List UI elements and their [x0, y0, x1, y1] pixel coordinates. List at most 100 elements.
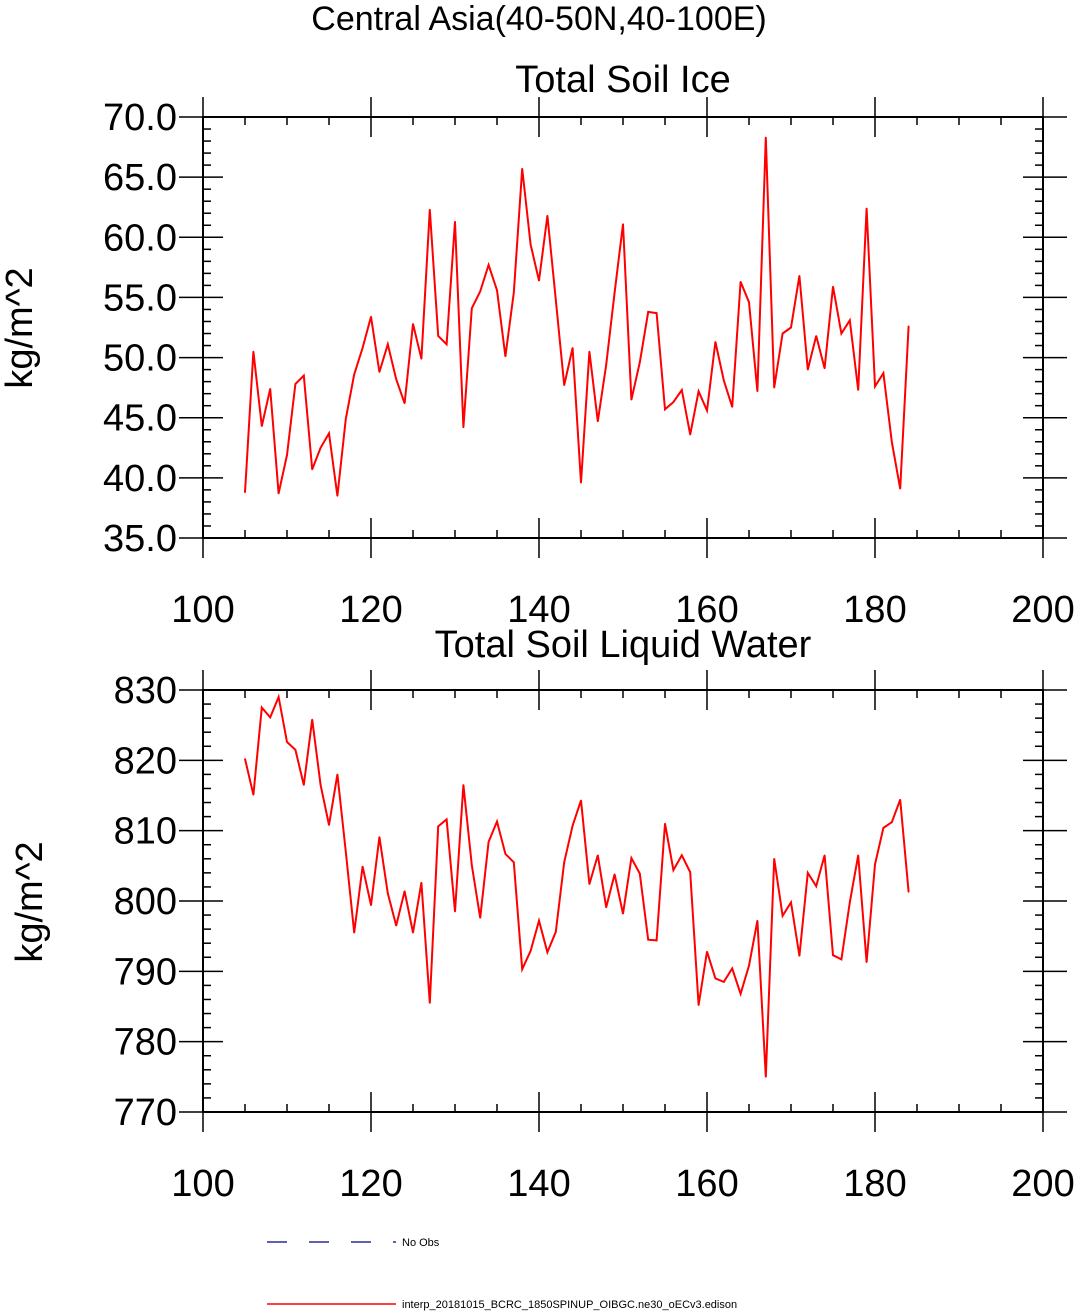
data-point — [865, 207, 868, 210]
data-point — [529, 243, 532, 246]
data-point — [790, 901, 792, 904]
data-point — [269, 716, 272, 719]
data-point — [630, 398, 633, 401]
data-point — [353, 931, 356, 934]
data-point — [311, 718, 314, 721]
x-tick-label: 100 — [171, 1163, 234, 1205]
data-point — [597, 854, 599, 857]
y-tick-label: 780 — [114, 1022, 177, 1064]
data-point — [319, 446, 322, 449]
panel-title: Total Soil Liquid Water — [435, 624, 812, 666]
data-point — [790, 326, 792, 329]
data-point — [437, 335, 440, 337]
legend-label: No Obs — [402, 1237, 440, 1249]
data-point — [731, 967, 733, 970]
data-point — [865, 961, 868, 963]
data-point — [429, 1002, 431, 1004]
data-point — [546, 951, 549, 954]
legend-label: interp_20181015_BCRC_1850SPINUP_OIBGC.ne… — [402, 1299, 737, 1311]
y-tick-label: 770 — [114, 1092, 177, 1134]
data-point — [731, 406, 733, 408]
data-point — [563, 861, 565, 864]
data-point — [849, 901, 851, 904]
data-point — [395, 924, 398, 927]
data-point — [580, 799, 582, 802]
data-point — [513, 861, 515, 864]
data-point — [487, 264, 490, 266]
data-point — [697, 390, 700, 393]
data-point — [513, 291, 515, 294]
data-point — [630, 857, 633, 859]
y-tick-label: 40.0 — [103, 458, 177, 500]
data-point — [891, 821, 893, 824]
data-point — [571, 824, 574, 827]
data-point — [739, 993, 742, 995]
data-point — [403, 402, 406, 405]
plot-frame — [202, 116, 1044, 539]
data-point — [840, 958, 843, 961]
data-point — [739, 280, 742, 283]
y-tick-label: 830 — [114, 670, 177, 712]
data-point — [723, 981, 725, 983]
y-axis-label: kg/m^2 — [0, 267, 41, 388]
y-tick-label: 45.0 — [103, 398, 177, 440]
x-tick-label: 120 — [339, 589, 402, 631]
data-point — [529, 950, 532, 952]
data-point — [882, 372, 885, 375]
data-point — [319, 784, 322, 786]
data-point — [748, 301, 750, 304]
x-tick-label: 180 — [843, 589, 906, 631]
data-point — [714, 977, 717, 980]
data-point — [412, 931, 414, 934]
panel-total-soil-liquid-water: Total Soil Liquid Water kg/m^2 100 120 140… — [9, 624, 1075, 1205]
data-point — [294, 748, 297, 751]
data-point — [823, 854, 826, 857]
data-point — [563, 384, 565, 387]
data-point — [429, 208, 431, 211]
data-point — [781, 914, 784, 917]
x-tick-label: 100 — [171, 589, 234, 631]
data-point — [454, 910, 456, 913]
data-point — [664, 822, 666, 825]
data-point — [395, 378, 398, 381]
data-point — [387, 343, 389, 346]
data-point — [336, 773, 339, 776]
data-point — [269, 388, 272, 390]
series-line — [244, 693, 910, 1077]
data-point — [252, 350, 255, 353]
data-point — [588, 350, 591, 353]
data-point — [882, 827, 885, 829]
data-point — [487, 841, 490, 843]
y-tick-label: 800 — [114, 881, 177, 923]
data-point — [361, 865, 364, 868]
data-point — [689, 433, 691, 436]
data-point — [387, 892, 389, 895]
data-point — [294, 383, 297, 385]
data-point — [580, 481, 582, 484]
data-point — [655, 939, 658, 942]
data-point — [412, 323, 414, 325]
data-point — [261, 425, 263, 427]
legend-item: No Obs — [267, 1237, 440, 1249]
data-point — [706, 950, 708, 953]
data-point — [723, 379, 725, 382]
data-point — [756, 919, 759, 922]
data-point — [277, 696, 280, 698]
data-point — [815, 335, 817, 337]
data-point — [815, 885, 817, 888]
data-point — [454, 220, 456, 223]
data-point — [462, 784, 465, 786]
data-point — [622, 223, 624, 225]
x-tick-label: 140 — [507, 589, 570, 631]
data-point — [664, 408, 666, 411]
data-point — [639, 872, 641, 875]
data-point — [840, 332, 843, 335]
panel-total-soil-ice: Total Soil Ice kg/m^2 100 120 140 160 180 200… — [0, 59, 1075, 631]
data-point — [874, 863, 876, 866]
data-point — [773, 858, 775, 860]
data-point — [622, 912, 624, 915]
data-point — [907, 891, 910, 893]
data-point — [807, 368, 809, 371]
data-point — [899, 487, 901, 490]
x-tick-label: 120 — [339, 1163, 402, 1205]
